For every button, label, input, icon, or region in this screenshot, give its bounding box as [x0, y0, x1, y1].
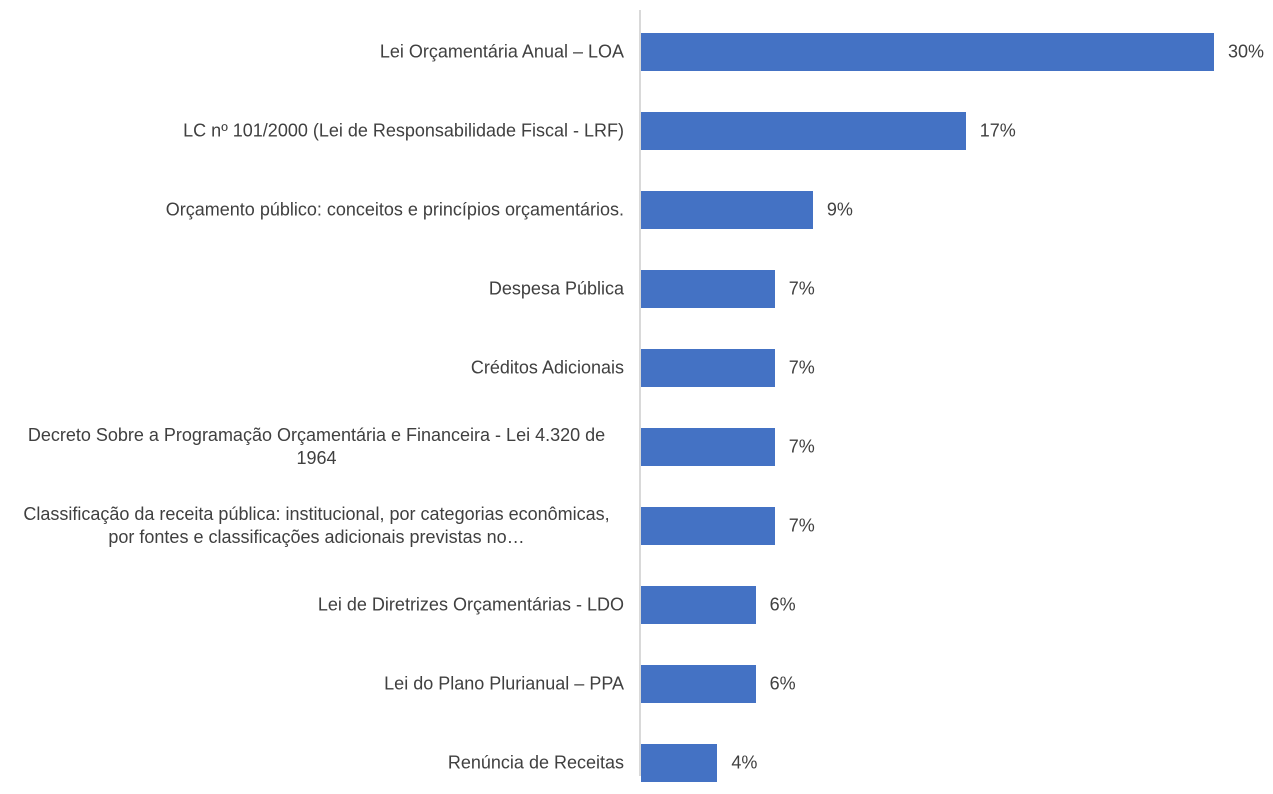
- category-text: Orçamento público: conceitos e princípio…: [165, 199, 624, 220]
- data-label: 30%: [1228, 41, 1265, 62]
- data-label: 7%: [788, 278, 815, 299]
- bar: [641, 270, 775, 308]
- data-label: 7%: [788, 436, 815, 457]
- category-text: Lei Orçamentária Anual – LOA: [379, 41, 624, 62]
- data-label: 4%: [731, 752, 758, 773]
- data-label: 17%: [979, 120, 1016, 141]
- category-label: Créditos Adicionais: [0, 357, 624, 380]
- category-text: Créditos Adicionais: [470, 357, 624, 378]
- data-label: 9%: [826, 199, 853, 220]
- data-label: 7%: [788, 357, 815, 378]
- category-label: LC nº 101/2000 (Lei de Responsabilidade …: [0, 120, 624, 143]
- category-label: Lei Orçamentária Anual – LOA: [0, 41, 624, 64]
- bar: [641, 428, 775, 466]
- category-label: Classificação da receita pública: instit…: [0, 503, 624, 549]
- bar: [641, 744, 718, 782]
- category-text: LC nº 101/2000 (Lei de Responsabilidade …: [183, 120, 624, 141]
- category-label: Despesa Pública: [0, 278, 624, 301]
- category-label: Lei do Plano Plurianual – PPA: [0, 673, 624, 696]
- category-label: Lei de Diretrizes Orçamentárias - LDO: [0, 594, 624, 617]
- bar: [641, 191, 813, 229]
- bar: [641, 349, 775, 387]
- axis-line: [639, 10, 641, 776]
- category-label: Renúncia de Receitas: [0, 752, 624, 775]
- bar: [641, 665, 756, 703]
- bar: [641, 33, 1214, 71]
- bar: [641, 586, 756, 624]
- category-text: Renúncia de Receitas: [447, 752, 624, 773]
- data-label: 6%: [769, 673, 796, 694]
- category-label: Orçamento público: conceitos e princípio…: [0, 199, 624, 222]
- bar: [641, 112, 966, 150]
- category-label: Decreto Sobre a Programação Orçamentária…: [0, 424, 624, 470]
- category-text: Classificação da receita pública: instit…: [23, 504, 610, 547]
- category-text: Decreto Sobre a Programação Orçamentária…: [27, 425, 606, 468]
- data-label: 6%: [769, 594, 796, 615]
- category-text: Despesa Pública: [488, 278, 624, 299]
- bar: [641, 507, 775, 545]
- category-text: Lei de Diretrizes Orçamentárias - LDO: [317, 594, 624, 615]
- data-label: 7%: [788, 515, 815, 536]
- category-text: Lei do Plano Plurianual – PPA: [384, 673, 624, 694]
